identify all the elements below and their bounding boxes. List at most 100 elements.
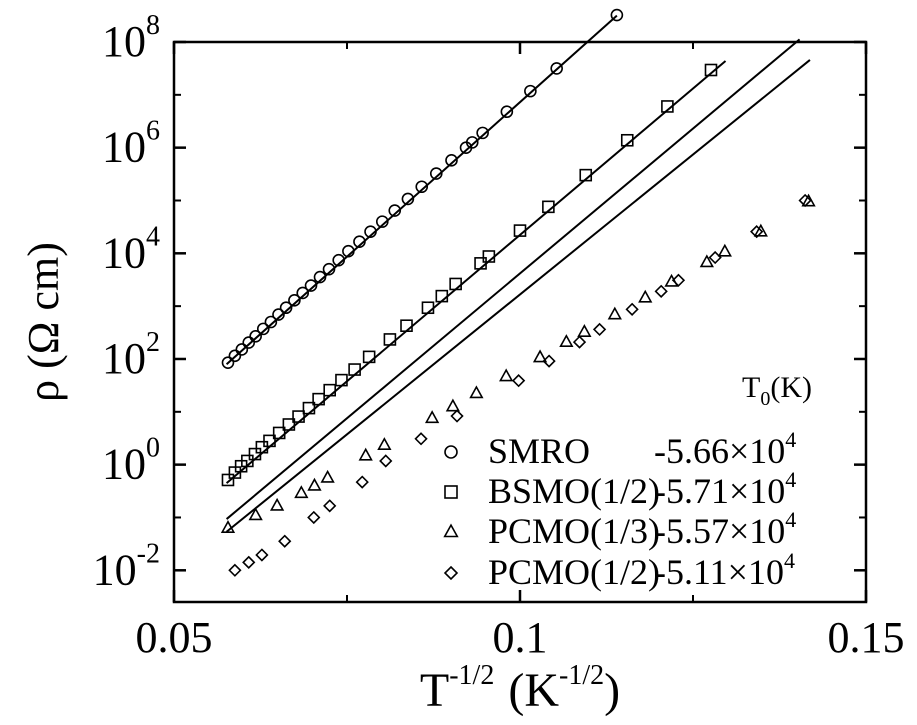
data-point-pcmo-1-3	[607, 306, 622, 320]
legend-marker-circle	[444, 445, 458, 459]
data-point-bsmo-1-2	[482, 250, 496, 263]
y-tick-label-exp: -2	[137, 538, 160, 569]
data-point-pcmo-1-3	[753, 223, 768, 237]
data-point-smro	[322, 262, 336, 276]
data-point-pcmo-1-2	[654, 284, 668, 298]
x-axis-label-close: )	[604, 664, 620, 717]
legend-marker-triangle	[443, 523, 459, 538]
x-tick-label: 0.1	[493, 613, 548, 662]
data-point-pcmo-1-2	[798, 193, 812, 208]
data-point-smro	[332, 253, 345, 267]
legend-t0: -5.11×104	[654, 548, 795, 592]
data-point-smro	[264, 315, 278, 329]
y-tick-label-exp: 4	[146, 221, 160, 252]
legend-t0-exp: 4	[785, 507, 796, 532]
data-point-pcmo-1-2	[708, 250, 722, 265]
legend-header-base: T	[742, 371, 760, 404]
data-point-pcmo-1-2	[278, 534, 292, 548]
data-point-bsmo-1-2	[248, 447, 262, 461]
data-point-smro	[500, 105, 514, 119]
data-point-pcmo-1-3	[559, 334, 574, 348]
fit-line-pcmo-1-2	[225, 59, 811, 533]
legend-name: PCMO(1/3)	[488, 511, 660, 551]
data-point-pcmo-1-2	[450, 409, 464, 423]
legend-markers	[443, 445, 459, 581]
legend-header-sub: 0	[760, 388, 770, 410]
data-point-pcmo-1-3	[307, 477, 322, 491]
data-point-pcmo-1-2	[671, 273, 686, 287]
y-tick-label-base: 10	[102, 17, 146, 66]
data-point-pcmo-1-3	[358, 447, 373, 461]
data-point-pcmo-1-2	[379, 454, 393, 468]
data-point-bsmo-1-2	[542, 200, 555, 214]
data-point-bsmo-1-2	[302, 401, 316, 415]
data-point-bsmo-1-2	[513, 224, 527, 237]
data-point-pcmo-1-3	[424, 410, 440, 424]
data-point-smro	[364, 225, 377, 238]
legend-marker-diamond	[443, 565, 459, 581]
legend-name: BSMO(1/2)	[488, 471, 660, 511]
fit-lines	[225, 14, 811, 533]
x-axis-label-sup: -1/2	[449, 660, 494, 691]
y-tick-label-base: 10	[102, 228, 146, 277]
data-point-smro	[353, 235, 366, 248]
data-point-smro	[242, 336, 256, 349]
data-point-pcmo-1-3	[532, 349, 548, 363]
data-point-smro	[296, 286, 310, 300]
y-tick-label: 104	[102, 221, 160, 277]
data-point-bsmo-1-2	[449, 277, 462, 291]
x-tick-label: 0.05	[136, 613, 213, 662]
data-point-smro	[388, 204, 402, 217]
data-point-bsmo-1-2	[400, 319, 413, 332]
y-tick-label: 108	[102, 10, 160, 66]
legend-t0-exp: 4	[784, 548, 795, 573]
data-point-bsmo-1-2	[704, 63, 718, 77]
legend-marker-square	[444, 485, 458, 499]
data-point-pcmo-1-3	[248, 507, 263, 521]
data-point-smro	[342, 244, 355, 258]
data-point-smro	[313, 270, 327, 284]
data-point-bsmo-1-2	[292, 410, 305, 423]
y-tick-label-exp: 2	[146, 327, 160, 358]
data-point-pcmo-1-2	[228, 563, 242, 577]
x-tick-label: 0.15	[828, 613, 905, 662]
data-point-bsmo-1-2	[282, 418, 296, 431]
data-point-pcmo-1-3	[269, 497, 285, 511]
y-tick-label: 102	[102, 327, 160, 383]
data-point-bsmo-1-2	[255, 440, 269, 454]
fit-line-bsmo-1-2	[225, 60, 727, 484]
data-point-pcmo-1-2	[355, 475, 369, 489]
data-point-smro	[550, 62, 563, 75]
data-point-bsmo-1-2	[383, 333, 397, 346]
x-axis-label-unit-sup: -1/2	[559, 660, 604, 691]
legend-t0-exp: 4	[785, 467, 796, 492]
data-point-bsmo-1-2	[348, 363, 361, 376]
fit-line-pcmo-1-3	[225, 38, 801, 520]
y-tick-label-base: 10	[102, 334, 146, 383]
legend-t0-exp: 4	[785, 427, 796, 452]
data-point-pcmo-1-3	[499, 368, 514, 382]
data-point-pcmo-1-3	[577, 324, 592, 337]
data-point-bsmo-1-2	[263, 434, 276, 448]
y-axis-label: ρ (Ω cm)	[19, 242, 68, 402]
data-point-pcmo-1-2	[307, 510, 321, 525]
data-point-bsmo-1-2	[221, 473, 235, 487]
data-point-smro	[256, 322, 270, 336]
data-point-pcmo-1-3	[377, 437, 392, 451]
legend-header-rest: (K)	[770, 371, 812, 404]
legend-header: T0(K)	[742, 371, 812, 410]
legend-t0-coef: -5.57×10	[654, 511, 785, 551]
data-point-pcmo-1-2	[625, 302, 639, 316]
data-point-pcmo-1-3	[320, 469, 335, 483]
data-point-smro	[272, 308, 285, 321]
data-markers	[220, 8, 816, 577]
legend-t0-coef: -5.66×10	[654, 431, 785, 471]
data-point-smro	[304, 279, 318, 292]
data-point-smro	[249, 329, 262, 343]
data-point-bsmo-1-2	[620, 133, 634, 147]
y-tick-label-exp: 8	[146, 10, 160, 41]
data-point-smro	[465, 136, 479, 149]
data-point-pcmo-1-2	[592, 322, 607, 337]
data-point-pcmo-1-3	[717, 243, 732, 257]
